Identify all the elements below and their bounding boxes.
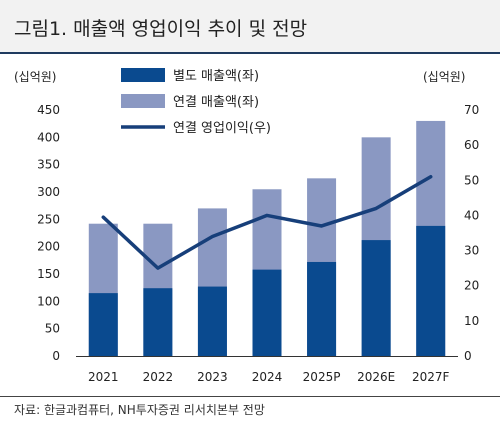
x-tick-label: 2025P xyxy=(303,370,341,384)
left-tick-label: 300 xyxy=(37,185,60,199)
x-tick-label: 2021 xyxy=(88,370,119,384)
right-tick-label: 10 xyxy=(464,314,479,328)
source-note: 자료: 한글과컴퓨터, NH투자증권 리서치본부 전망 xyxy=(14,403,265,417)
separate-sales-bar xyxy=(307,261,337,356)
right-tick-label: 30 xyxy=(464,244,479,258)
x-tick-label: 2026E xyxy=(357,370,395,384)
x-tick-label: 2022 xyxy=(143,370,174,384)
right-axis-unit: (십억원) xyxy=(423,70,465,84)
left-tick-label: 150 xyxy=(37,267,60,281)
separate-sales-bar xyxy=(252,269,282,356)
left-axis-unit: (십억원) xyxy=(14,70,56,84)
right-tick-label: 70 xyxy=(464,103,479,117)
separate-sales-bars xyxy=(88,225,446,356)
x-tick-label: 2023 xyxy=(197,370,228,384)
right-tick-label: 60 xyxy=(464,138,479,152)
right-tick-label: 20 xyxy=(464,279,479,293)
operating-income-line-layer xyxy=(101,175,433,270)
right-tick-label: 40 xyxy=(464,208,479,222)
right-tick-label: 0 xyxy=(464,349,472,363)
separate-sales-bar xyxy=(361,240,391,356)
legend-label-consolidated-sales: 연결 매출액(좌) xyxy=(173,95,259,110)
left-tick-label: 100 xyxy=(37,294,60,308)
separate-sales-bar xyxy=(416,225,446,356)
operating-income-line xyxy=(101,175,433,270)
footer-divider xyxy=(0,396,500,397)
title-divider xyxy=(0,52,500,54)
right-tick-label: 50 xyxy=(464,173,479,187)
legend-label-operating-income: 연결 영업이익(우) xyxy=(173,121,271,136)
left-tick-label: 200 xyxy=(37,240,60,254)
figure-title: 그림1. 매출액 영업이익 추이 및 전망 xyxy=(14,18,308,40)
legend-swatch-consolidated-sales xyxy=(121,94,165,108)
x-tick-label: 2027F xyxy=(412,370,450,384)
separate-sales-bar xyxy=(143,288,173,356)
legend: 별도 매출액(좌) 연결 매출액(좌) 연결 영업이익(우) xyxy=(121,68,271,136)
left-tick-label: 400 xyxy=(37,130,60,144)
legend-label-separate-sales: 별도 매출액(좌) xyxy=(173,69,259,84)
separate-sales-bar xyxy=(88,293,118,356)
left-tick-label: 450 xyxy=(37,103,60,117)
axes: 0 50 100 150 200 250 300 350 400 450 0 10 20 30 40 50 60… xyxy=(37,103,479,384)
x-tick-label: 2024 xyxy=(252,370,283,384)
legend-swatch-separate-sales xyxy=(121,68,165,82)
left-tick-label: 50 xyxy=(45,322,60,336)
left-tick-label: 250 xyxy=(37,212,60,226)
title-bar xyxy=(0,0,500,52)
left-tick-label: 350 xyxy=(37,158,60,172)
separate-sales-bar xyxy=(197,286,227,356)
left-tick-label: 0 xyxy=(52,349,60,363)
